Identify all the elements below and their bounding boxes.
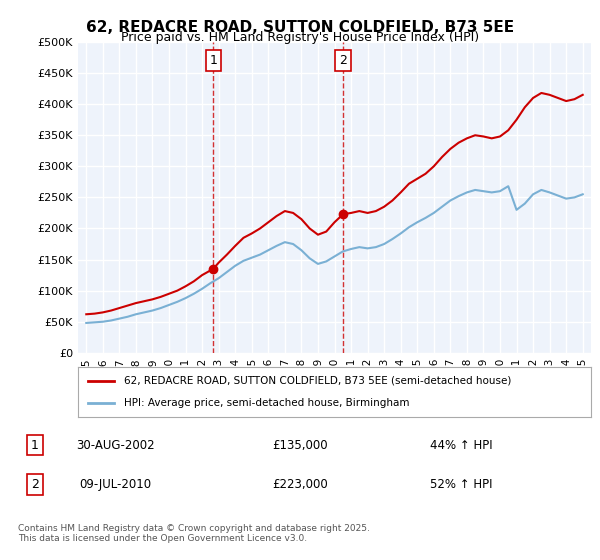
Text: 1: 1 [209, 54, 217, 67]
Text: 2: 2 [31, 478, 39, 491]
Text: 30-AUG-2002: 30-AUG-2002 [76, 438, 155, 452]
Text: 44% ↑ HPI: 44% ↑ HPI [430, 438, 493, 452]
Text: 1: 1 [31, 438, 39, 452]
Text: 52% ↑ HPI: 52% ↑ HPI [430, 478, 493, 491]
Text: Price paid vs. HM Land Registry's House Price Index (HPI): Price paid vs. HM Land Registry's House … [121, 31, 479, 44]
Text: 62, REDACRE ROAD, SUTTON COLDFIELD, B73 5EE (semi-detached house): 62, REDACRE ROAD, SUTTON COLDFIELD, B73 … [124, 376, 512, 386]
Text: 2: 2 [339, 54, 347, 67]
Text: £135,000: £135,000 [272, 438, 328, 452]
Text: 09-JUL-2010: 09-JUL-2010 [80, 478, 152, 491]
Text: 62, REDACRE ROAD, SUTTON COLDFIELD, B73 5EE: 62, REDACRE ROAD, SUTTON COLDFIELD, B73 … [86, 20, 514, 35]
Text: HPI: Average price, semi-detached house, Birmingham: HPI: Average price, semi-detached house,… [124, 398, 410, 408]
Text: £223,000: £223,000 [272, 478, 328, 491]
Text: Contains HM Land Registry data © Crown copyright and database right 2025.
This d: Contains HM Land Registry data © Crown c… [18, 524, 370, 543]
